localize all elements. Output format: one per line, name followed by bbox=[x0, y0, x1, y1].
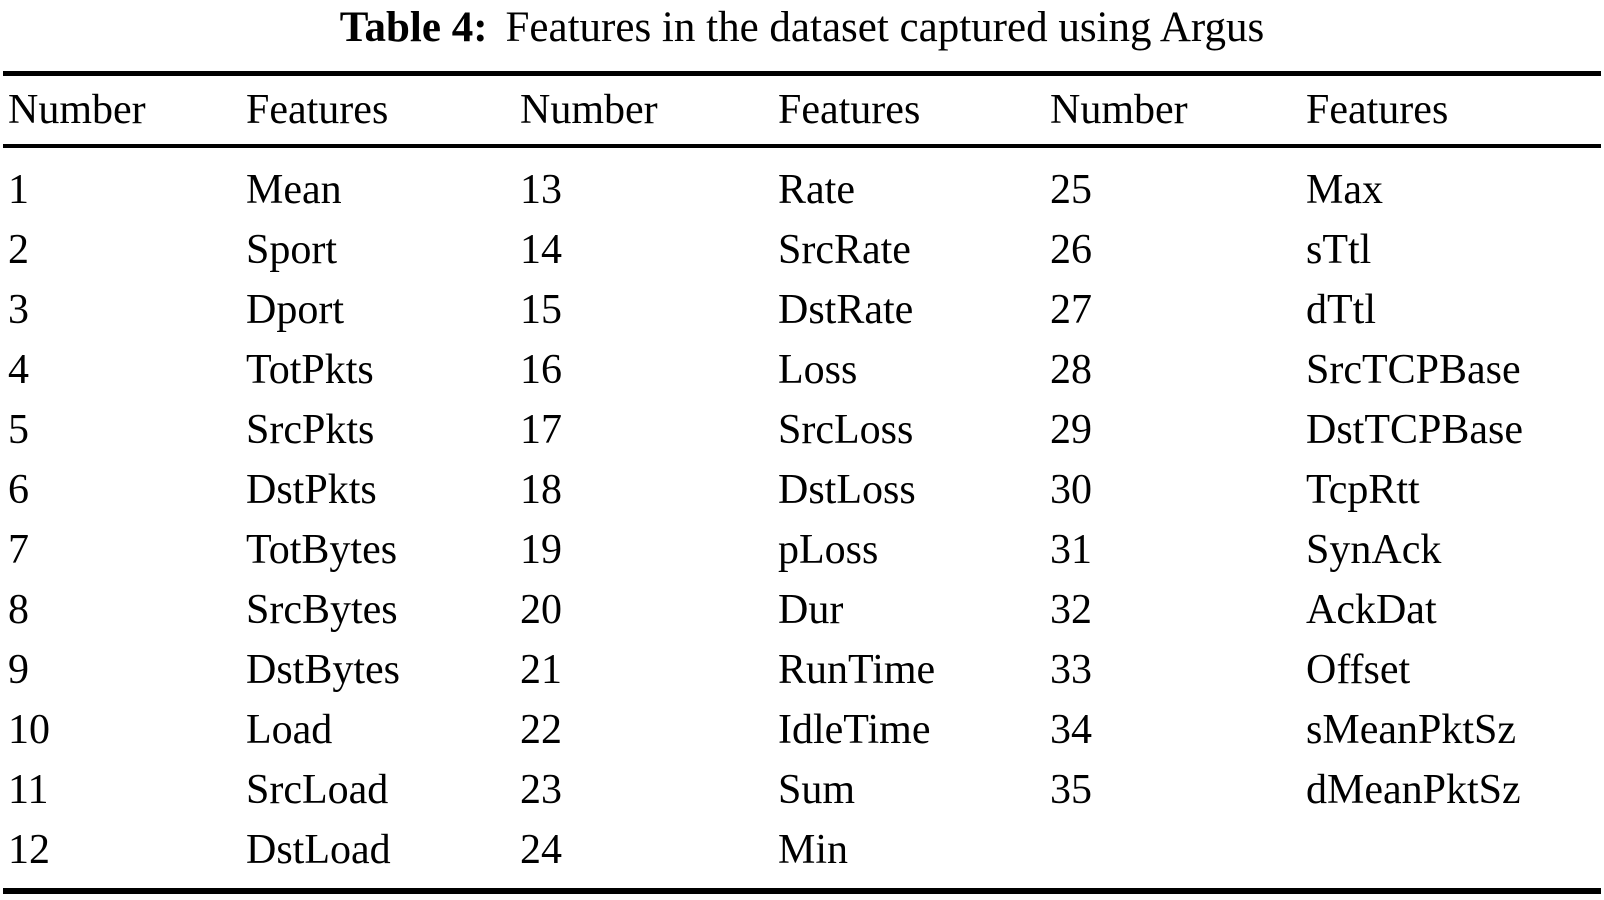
cell-number bbox=[1050, 820, 1306, 880]
table-caption: Table 4: Features in the dataset captured… bbox=[0, 2, 1604, 54]
cell-number: 4 bbox=[8, 347, 29, 393]
cell-number: 34 bbox=[1050, 707, 1092, 753]
cell-number: 14 bbox=[520, 227, 562, 273]
table-caption-text: Features in the dataset captured using A… bbox=[505, 4, 1265, 51]
table-bottom-rule bbox=[3, 888, 1601, 894]
cell-feature: Mean bbox=[246, 167, 342, 213]
cell-feature: Dur bbox=[778, 587, 844, 633]
cell-feature: DstLoss bbox=[778, 467, 916, 513]
cell-number: 12 bbox=[8, 827, 50, 873]
table-header-row: Number Features Number Features Number F… bbox=[8, 80, 1604, 140]
cell-feature: Load bbox=[246, 707, 333, 753]
cell-feature: SrcLoss bbox=[778, 407, 914, 453]
table-top-rule bbox=[3, 71, 1601, 76]
cell-feature: TotBytes bbox=[246, 527, 398, 573]
cell-feature: SrcBytes bbox=[246, 587, 398, 633]
cell-number: 24 bbox=[520, 827, 562, 873]
cell-number: 28 bbox=[1050, 347, 1092, 393]
cell-feature: Loss bbox=[778, 347, 858, 393]
cell-feature: AckDat bbox=[1306, 587, 1437, 633]
cell-feature: Min bbox=[778, 827, 849, 873]
table-row: 4 TotPkts 16 Loss 28 SrcTCPBase bbox=[8, 340, 1604, 400]
table-row: 1 Mean 13 Rate 25 Max bbox=[8, 160, 1604, 220]
cell-number: 21 bbox=[520, 647, 562, 693]
cell-number: 9 bbox=[8, 647, 29, 693]
column-header-features-1: Features bbox=[246, 87, 389, 133]
cell-feature: Dport bbox=[246, 287, 344, 333]
cell-feature: TcpRtt bbox=[1306, 467, 1420, 513]
table-row: 9 DstBytes 21 RunTime 33 Offset bbox=[8, 640, 1604, 700]
cell-feature: Sum bbox=[778, 767, 856, 813]
table-row: 5 SrcPkts 17 SrcLoss 29 DstTCPBase bbox=[8, 400, 1604, 460]
cell-feature: Rate bbox=[778, 167, 855, 213]
cell-feature: IdleTime bbox=[778, 707, 931, 753]
cell-feature: DstRate bbox=[778, 287, 914, 333]
cell-number: 5 bbox=[8, 407, 29, 453]
cell-number: 23 bbox=[520, 767, 562, 813]
column-header-number-1: Number bbox=[8, 87, 146, 133]
cell-feature: dMeanPktSz bbox=[1306, 767, 1521, 813]
cell-number: 7 bbox=[8, 527, 29, 573]
cell-feature: RunTime bbox=[778, 647, 936, 693]
table-row: 6 DstPkts 18 DstLoss 30 TcpRtt bbox=[8, 460, 1604, 520]
cell-feature: sTtl bbox=[1306, 227, 1372, 273]
cell-number: 11 bbox=[8, 767, 49, 813]
cell-number: 8 bbox=[8, 587, 29, 633]
cell-feature: Offset bbox=[1306, 647, 1411, 693]
cell-number: 29 bbox=[1050, 407, 1092, 453]
table-row: 11 SrcLoad 23 Sum 35 dMeanPktSz bbox=[8, 760, 1604, 820]
cell-number: 31 bbox=[1050, 527, 1092, 573]
cell-feature: DstBytes bbox=[246, 647, 401, 693]
table-row: 8 SrcBytes 20 Dur 32 AckDat bbox=[8, 580, 1604, 640]
table-row: 12 DstLoad 24 Min bbox=[8, 820, 1604, 880]
cell-feature bbox=[1306, 820, 1604, 880]
cell-feature: DstLoad bbox=[246, 827, 391, 873]
cell-number: 22 bbox=[520, 707, 562, 753]
cell-number: 33 bbox=[1050, 647, 1092, 693]
cell-number: 30 bbox=[1050, 467, 1092, 513]
cell-feature: DstPkts bbox=[246, 467, 377, 513]
cell-number: 20 bbox=[520, 587, 562, 633]
cell-feature: Max bbox=[1306, 167, 1383, 213]
table-header-rule bbox=[3, 144, 1601, 148]
cell-number: 1 bbox=[8, 167, 29, 213]
cell-number: 27 bbox=[1050, 287, 1092, 333]
column-header-features-2: Features bbox=[778, 87, 921, 133]
table-row: 10 Load 22 IdleTime 34 sMeanPktSz bbox=[8, 700, 1604, 760]
cell-number: 6 bbox=[8, 467, 29, 513]
column-header-features-3: Features bbox=[1306, 87, 1449, 133]
cell-feature: SynAck bbox=[1306, 527, 1442, 573]
cell-feature: SrcLoad bbox=[246, 767, 389, 813]
cell-feature: DstTCPBase bbox=[1306, 407, 1524, 453]
cell-feature: Sport bbox=[246, 227, 338, 273]
table-body: 1 Mean 13 Rate 25 Max 2 Sport 14 SrcRate… bbox=[0, 160, 1604, 880]
cell-number: 13 bbox=[520, 167, 562, 213]
cell-feature: dTtl bbox=[1306, 287, 1376, 333]
cell-feature: sMeanPktSz bbox=[1306, 707, 1516, 753]
cell-number: 18 bbox=[520, 467, 562, 513]
cell-number: 3 bbox=[8, 287, 29, 333]
cell-feature: pLoss bbox=[778, 527, 879, 573]
cell-number: 35 bbox=[1050, 767, 1092, 813]
cell-feature: SrcTCPBase bbox=[1306, 347, 1521, 393]
table-caption-label: Table 4: bbox=[339, 4, 488, 51]
cell-number: 16 bbox=[520, 347, 562, 393]
cell-number: 15 bbox=[520, 287, 562, 333]
cell-number: 26 bbox=[1050, 227, 1092, 273]
cell-feature: TotPkts bbox=[246, 347, 374, 393]
cell-feature: SrcPkts bbox=[246, 407, 375, 453]
cell-number: 25 bbox=[1050, 167, 1092, 213]
cell-number: 19 bbox=[520, 527, 562, 573]
cell-number: 10 bbox=[8, 707, 50, 753]
cell-number: 32 bbox=[1050, 587, 1092, 633]
column-header-number-3: Number bbox=[1050, 87, 1188, 133]
cell-number: 2 bbox=[8, 227, 29, 273]
cell-feature: SrcRate bbox=[778, 227, 911, 273]
column-header-number-2: Number bbox=[520, 87, 658, 133]
table-row: 7 TotBytes 19 pLoss 31 SynAck bbox=[8, 520, 1604, 580]
table-row: 2 Sport 14 SrcRate 26 sTtl bbox=[8, 220, 1604, 280]
cell-number: 17 bbox=[520, 407, 562, 453]
table-row: 3 Dport 15 DstRate 27 dTtl bbox=[8, 280, 1604, 340]
